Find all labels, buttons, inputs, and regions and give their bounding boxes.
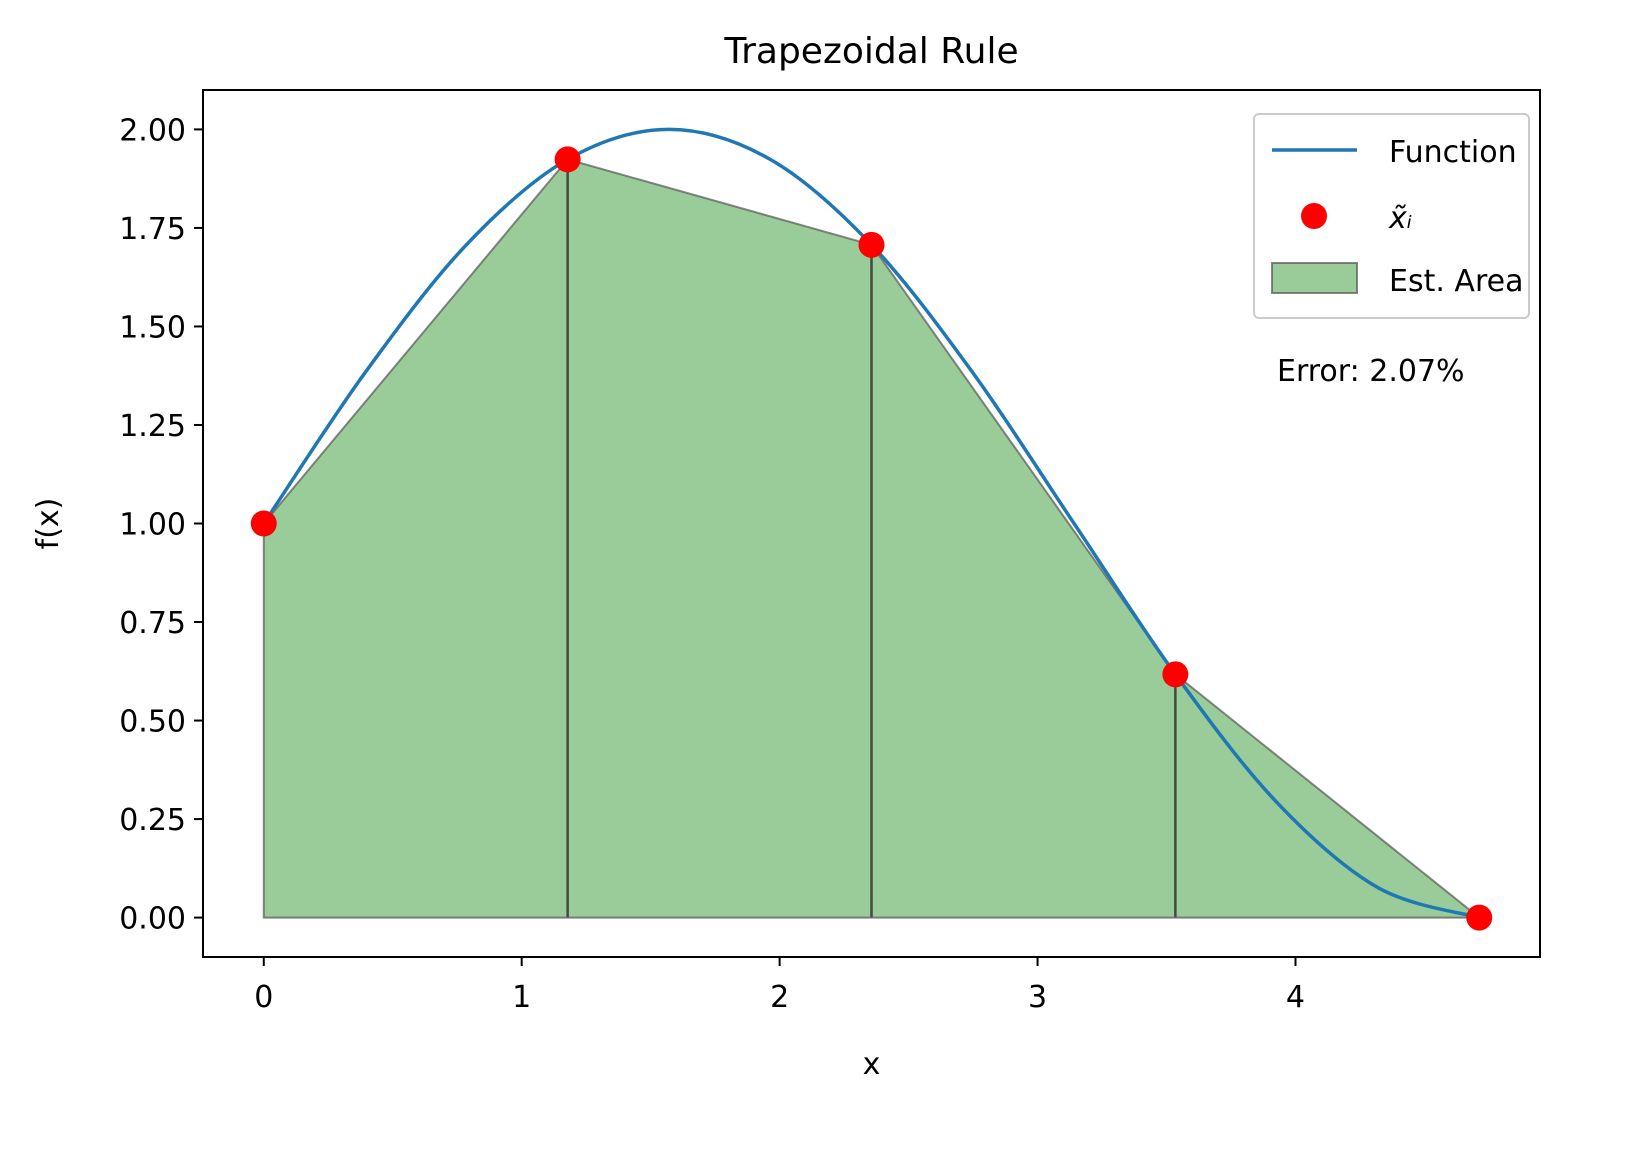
x-axis-ticks: 0 1 2 3 4 (254, 957, 1305, 1015)
y-tick-label: 0.50 (119, 705, 186, 740)
y-tick-label: 0.75 (119, 606, 186, 641)
legend-points-swatch (1301, 203, 1327, 229)
x-tick-label: 1 (512, 980, 531, 1015)
sample-points-layer (250, 146, 1493, 931)
x-tick-label: 4 (1286, 980, 1305, 1015)
x-tick-label: 2 (770, 980, 789, 1015)
x-tick-label: 0 (254, 980, 273, 1015)
sample-point (858, 231, 885, 258)
y-tick-label: 0.00 (119, 902, 186, 937)
x-tick-label: 3 (1028, 980, 1047, 1015)
y-tick-label: 1.00 (119, 508, 186, 543)
y-tick-label: 2.00 (119, 113, 186, 148)
y-tick-label: 0.25 (119, 803, 186, 838)
x-axis-label: x (863, 1047, 881, 1082)
sample-point (1162, 661, 1189, 688)
sample-point (554, 146, 581, 173)
y-axis-ticks: 0.00 0.25 0.50 0.75 1.00 1.25 1.50 1.75 2.00 (119, 113, 203, 937)
sample-point (250, 510, 277, 537)
legend-function-label: Function (1389, 135, 1517, 170)
y-tick-label: 1.75 (119, 212, 186, 247)
y-axis-label: f(x) (31, 498, 66, 550)
legend-area-swatch (1271, 262, 1358, 294)
legend-area-label: Est. Area (1389, 264, 1523, 299)
legend: Function x̃ᵢ Est. Area (1253, 113, 1530, 319)
legend-points-label: x̃ᵢ (1388, 201, 1412, 236)
y-tick-label: 1.25 (119, 409, 186, 444)
y-tick-label: 1.50 (119, 310, 186, 345)
chart-title: Trapezoidal Rule (723, 31, 1018, 72)
error-annotation: Error: 2.07% (1277, 354, 1465, 389)
sample-point (1466, 904, 1493, 931)
